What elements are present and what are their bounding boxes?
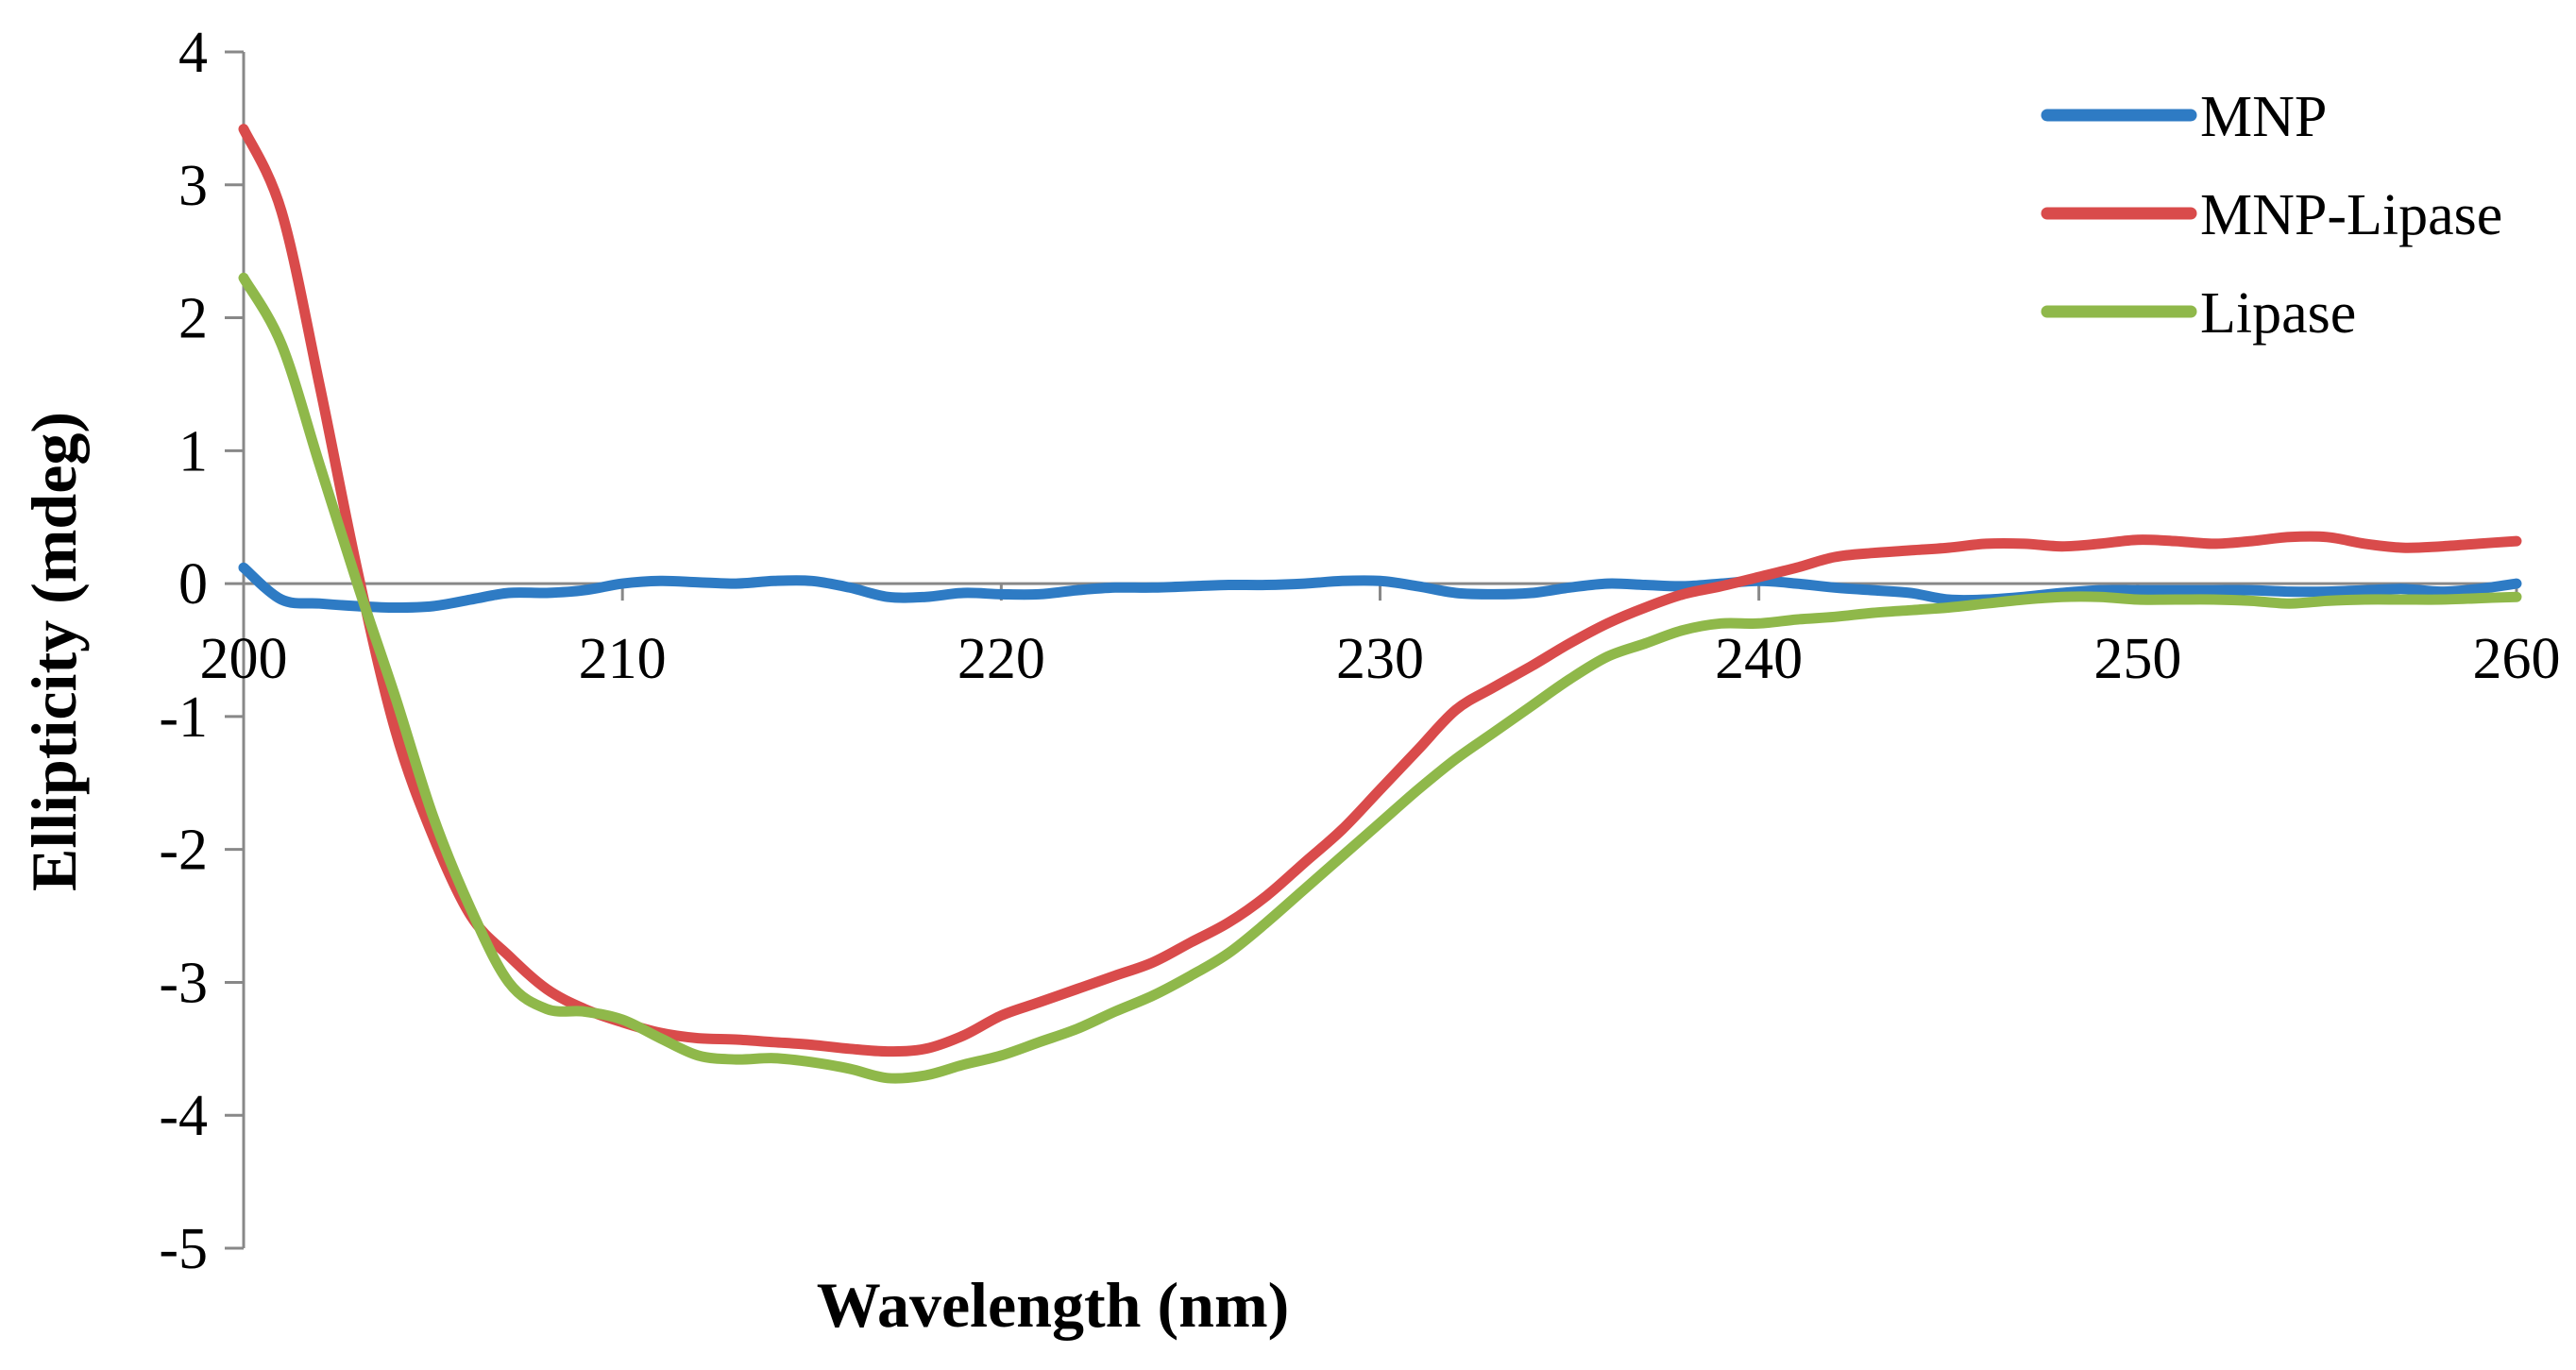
y-axis: 4 3 2 1 0 -1 -2 -3 -4 -5 — [159, 21, 246, 1281]
y-axis-title: Ellipticity (mdeg) — [18, 412, 90, 891]
x-tick-label: 230 — [1336, 627, 1424, 691]
legend-label-mnp: MNP — [2200, 85, 2327, 149]
x-tick-label: 250 — [2093, 627, 2181, 691]
legend: MNP MNP-Lipase Lipase — [2041, 85, 2502, 346]
x-tick-label: 210 — [579, 627, 667, 691]
y-tick-label: 1 — [178, 419, 208, 483]
y-tick-label: -3 — [159, 951, 208, 1015]
series-group — [238, 124, 2522, 1084]
y-tick-label: -4 — [159, 1084, 208, 1148]
x-tick-label: 200 — [200, 627, 288, 691]
y-tick-label: 3 — [178, 154, 208, 218]
series-line-lipase — [238, 272, 2522, 1084]
series-line-mnp-lipase — [238, 124, 2522, 1057]
y-tick-label: -1 — [159, 685, 208, 750]
x-tick-label: 260 — [2473, 627, 2561, 691]
y-tick-label: 0 — [178, 552, 208, 617]
y-tick-label: 4 — [178, 21, 208, 85]
x-tick-label: 240 — [1715, 627, 1803, 691]
series-line-mnp — [238, 562, 2522, 613]
x-tick-label: 220 — [958, 627, 1045, 691]
y-tick-label: -2 — [159, 819, 208, 883]
y-tick-label: -5 — [159, 1217, 208, 1281]
legend-label-mnp-lipase: MNP-Lipase — [2200, 183, 2502, 247]
legend-label-lipase: Lipase — [2200, 281, 2356, 346]
y-tick-label: 2 — [178, 287, 208, 351]
x-axis-title: Wavelength (nm) — [817, 1269, 1290, 1341]
